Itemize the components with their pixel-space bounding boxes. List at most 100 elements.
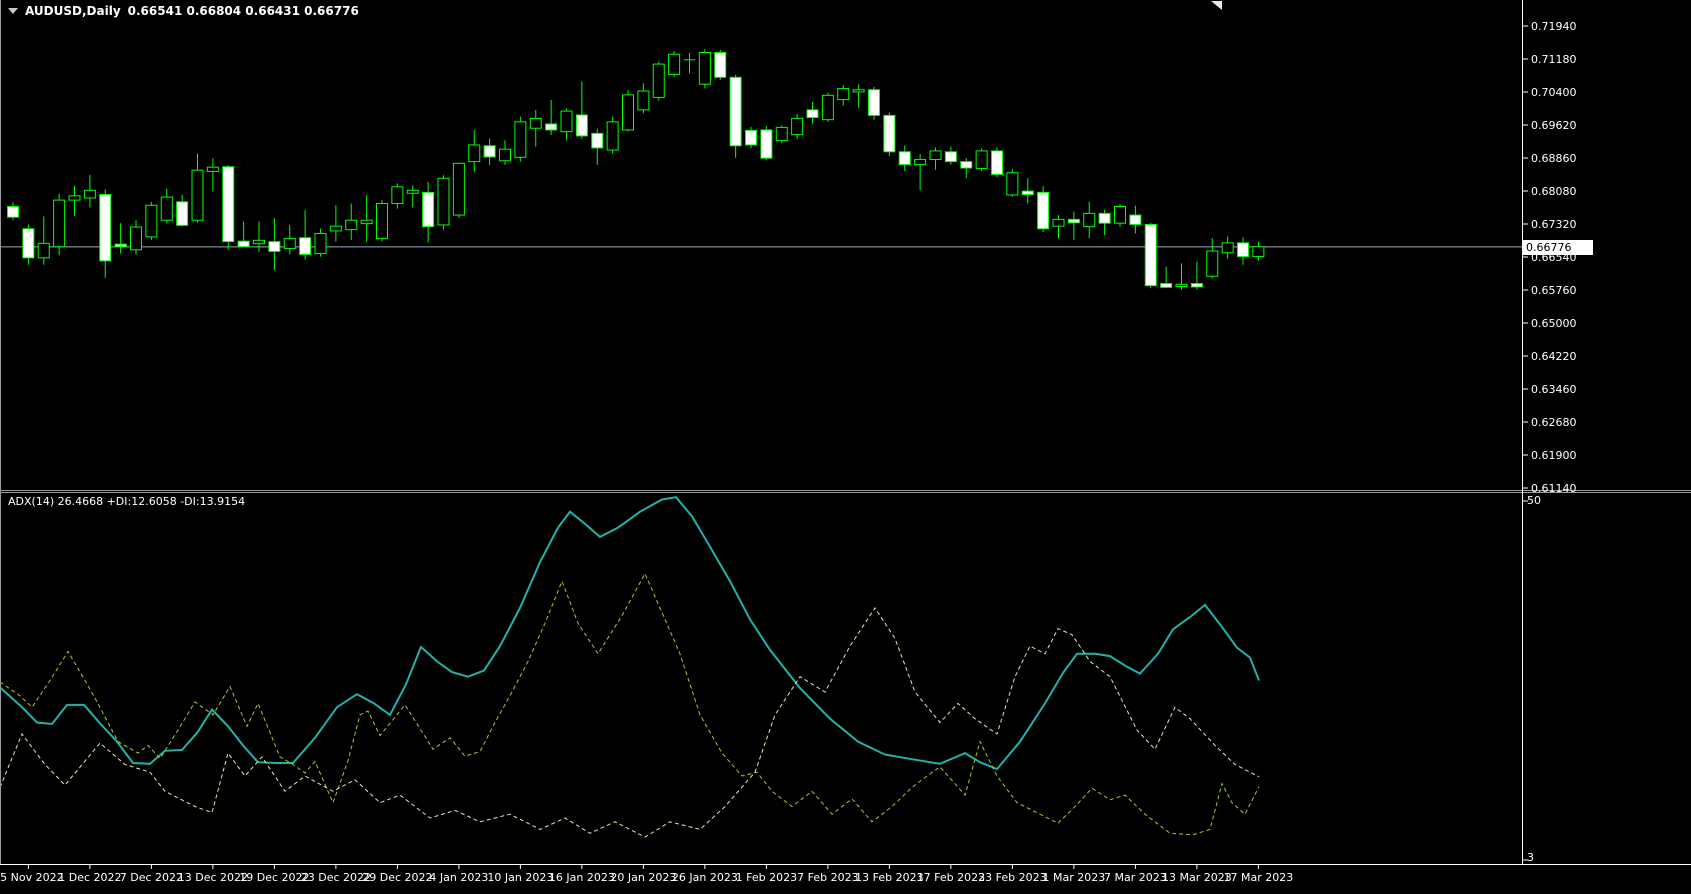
candle-body	[560, 110, 573, 133]
price-axis-label: 0.68080	[1531, 185, 1577, 198]
time-axis-label: 13 Mar 2023	[1162, 871, 1232, 884]
candle-body	[1052, 218, 1065, 227]
time-axis-label: 1 Dec 2022	[58, 871, 121, 884]
candle-body	[1144, 223, 1157, 287]
candle-body	[391, 186, 404, 205]
price-axis-label: 0.69620	[1531, 119, 1577, 132]
candle-body	[191, 169, 204, 221]
candle-body	[222, 166, 235, 243]
candle-body	[499, 148, 511, 162]
indicator-scale-min-label: 3	[1527, 851, 1534, 864]
candle-body	[299, 237, 312, 255]
candle-body	[914, 158, 927, 166]
time-axis-label: 29 Dec 2022	[362, 871, 432, 884]
price-axis-label: 0.65760	[1531, 284, 1577, 297]
candle-body	[1221, 242, 1234, 254]
candle-body	[206, 166, 219, 172]
candle-body	[1083, 212, 1096, 228]
candle-body	[1067, 218, 1080, 224]
candle-body	[1037, 191, 1050, 230]
candle-body	[437, 177, 450, 226]
candle-body	[1206, 250, 1219, 277]
candle-body	[883, 114, 896, 153]
candle-body	[852, 89, 865, 93]
time-axis-label: 1 Feb 2023	[736, 871, 797, 884]
candle-body	[821, 94, 834, 121]
chart-dropdown-icon[interactable]	[8, 8, 18, 14]
time-axis-label: 10 Jan 2023	[487, 871, 553, 884]
candle-body	[1237, 242, 1249, 258]
symbol-period-label: AUDUSD,Daily	[25, 4, 121, 18]
candle-body	[729, 76, 742, 147]
time-axis-label: 25 Nov 2022	[0, 871, 64, 884]
price-axis-label: 0.71180	[1531, 53, 1577, 66]
candle-body	[99, 194, 112, 262]
candle-body	[1114, 206, 1126, 224]
candle-body	[944, 151, 957, 163]
chart-shift-marker-icon[interactable]	[1211, 1, 1222, 10]
time-axis-label: 13 Feb 2023	[855, 871, 923, 884]
candle-body	[130, 226, 142, 251]
time-axis-label: 23 Feb 2023	[978, 871, 1046, 884]
time-axis-label: 23 Dec 2022	[301, 871, 371, 884]
candle-body	[114, 243, 127, 248]
candle-body	[345, 219, 358, 231]
candle-body	[806, 109, 819, 119]
candle-body	[406, 189, 419, 194]
candle-body	[575, 114, 588, 137]
time-axis-label: 19 Dec 2022	[239, 871, 309, 884]
candle-body	[929, 150, 942, 160]
candle-body	[53, 199, 66, 248]
candle-body	[529, 117, 542, 129]
candle-body	[176, 201, 189, 226]
candle-body	[360, 219, 373, 225]
candle-body	[637, 90, 650, 111]
time-axis-label: 1 Mar 2023	[1043, 871, 1106, 884]
candle-body	[1006, 172, 1019, 196]
price-axis-label: 0.67320	[1531, 218, 1577, 231]
candle-body	[960, 161, 973, 169]
price-axis-label: 0.65000	[1531, 317, 1577, 330]
candle-body	[422, 191, 435, 228]
candle-body	[283, 238, 296, 249]
time-axis-label: 20 Jan 2023	[610, 871, 676, 884]
candle-body	[775, 126, 788, 142]
candle-body	[253, 239, 265, 245]
candle-body	[329, 225, 342, 232]
candle-body	[468, 144, 481, 163]
indicator-line-plusDI	[0, 572, 1260, 836]
candle-body	[83, 189, 96, 199]
left-border	[0, 0, 1, 864]
candle-body	[791, 117, 804, 136]
time-axis-label: 26 Jan 2023	[672, 871, 738, 884]
candle-body	[868, 89, 880, 116]
candle-body	[1098, 212, 1111, 224]
time-axis-label: 16 Jan 2023	[549, 871, 615, 884]
candle-body	[145, 204, 158, 238]
price-axis-label: 0.68860	[1531, 152, 1577, 165]
price-axis-label: 0.61140	[1531, 482, 1577, 495]
time-axis-label: 7 Dec 2022	[120, 871, 183, 884]
candle-body	[514, 121, 527, 158]
indicator-line-ADX	[0, 496, 1260, 771]
candle-body	[898, 151, 911, 166]
price-axis-label: 0.70400	[1531, 86, 1577, 99]
price-axis-label: 0.62680	[1531, 416, 1577, 429]
candle-body	[452, 162, 465, 216]
candle-body	[745, 129, 757, 146]
candle-body	[7, 206, 19, 218]
candle-body	[376, 203, 388, 240]
candle-body	[606, 121, 619, 151]
candle-body	[1190, 283, 1203, 288]
candle-body	[1175, 283, 1188, 288]
indicator-scale-max-label: 50	[1527, 494, 1541, 507]
price-axis-label: 0.61900	[1531, 449, 1577, 462]
candle-body	[237, 240, 250, 248]
price-axis-label: 0.64220	[1531, 350, 1577, 363]
ohlc-values-label: 0.66541 0.66804 0.66431 0.66776	[127, 4, 359, 18]
candle-body	[837, 87, 850, 101]
candle-body	[698, 52, 711, 85]
candle-body	[314, 232, 327, 255]
